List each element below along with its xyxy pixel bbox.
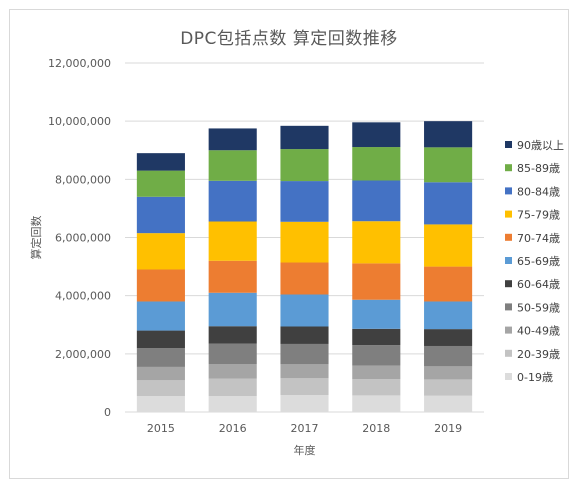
bar-segment [136,196,185,234]
y-tick-label: 12,000,000 [48,57,111,70]
bar-segment [424,345,473,367]
bar-segment [352,147,401,181]
bar-segment [352,345,401,366]
bar-segment [280,181,329,222]
bar-segment [424,182,473,225]
legend-swatch [505,349,512,357]
bar-segment [136,269,185,302]
legend-swatch [505,373,512,380]
bar-segment [352,365,401,380]
y-tick-label: 8,000,000 [55,173,111,186]
legend-swatch [505,326,512,334]
bar-segment [280,149,329,182]
legend-swatch [505,280,512,288]
bar-segment [424,395,473,412]
legend: 90歳以上 85-89歳 80-84歳 75-79歳 70-74歳 65-69歳 60-64… [505,139,564,384]
legend-label: 0-19歳 [517,371,553,384]
bar-segment [280,364,329,379]
x-tick-label: 2018 [362,422,390,435]
bar-segment [280,125,329,150]
x-axis-title: 年度 [294,443,316,457]
legend-swatch [505,233,512,241]
bar-segment [136,380,185,397]
bar-segment [424,379,473,396]
bar-segment [208,260,257,293]
legend-label: 50-59歳 [517,301,560,314]
legend-label: 75-79歳 [517,209,560,222]
x-tick-label: 2017 [291,422,319,435]
bar-segment [352,180,401,222]
bar-segment [352,122,401,148]
legend-label: 90歳以上 [517,139,564,152]
bar-segment [352,221,401,264]
bar-segment [208,180,257,222]
bar-segment [352,328,401,346]
bar-segment [136,396,185,412]
bar-segment [424,266,473,302]
bar-segment [280,378,329,396]
bar-segment [208,364,257,379]
legend-swatch [505,303,512,311]
bar-segment [208,378,257,397]
bar-segment [280,262,329,295]
x-tick-label: 2019 [434,422,462,435]
bar-segment [208,396,257,412]
bar-segment [280,294,329,327]
bar-segment [352,263,401,300]
bar-segment [208,292,257,327]
legend-swatch [505,164,512,172]
legend-swatch [505,141,512,148]
legend-swatch [505,187,512,195]
legend-label: 80-84歳 [517,185,560,198]
bar-segment [208,326,257,344]
bar-segment [352,299,401,329]
bar-segment [424,301,473,330]
bar-segment [208,150,257,181]
bar-segment [424,224,473,267]
chart-title: DPC包括点数 算定回数推移 [180,29,398,49]
bar-segment [424,121,473,148]
bar-segment [136,330,185,349]
bar-segment [280,326,329,344]
x-tick-label: 2016 [219,422,247,435]
y-tick-label: 6,000,000 [55,232,111,245]
bar-segment [136,301,185,331]
bar-segment [280,343,329,365]
legend-label: 40-49歳 [517,325,560,338]
legend-swatch [505,210,512,218]
legend-swatch [505,257,512,264]
bar-segment [208,221,257,261]
bar-segment [424,147,473,183]
bar-segment [136,233,185,270]
y-axis-title: 算定回数 [29,216,43,260]
bars [136,121,473,412]
legend-label: 85-89歳 [517,162,560,175]
x-tick-label: 2015 [147,422,175,435]
bar-segment [352,395,401,412]
legend-label: 20-39歳 [517,348,560,361]
bar-segment [424,329,473,346]
x-axis-ticks: 2015 2016 2017 2018 2019 [147,422,462,435]
y-tick-label: 0 [104,406,111,419]
y-tick-label: 10,000,000 [48,115,111,128]
y-tick-label: 4,000,000 [55,290,111,303]
bar-segment [136,170,185,197]
legend-label: 65-69歳 [517,255,560,268]
bar-segment [208,128,257,151]
legend-label: 70-74歳 [517,232,560,245]
bar-segment [352,379,401,396]
y-tick-label: 2,000,000 [55,348,111,361]
bar-segment [280,395,329,412]
bar-segment [424,366,473,380]
bar-segment [136,153,185,171]
legend-label: 60-64歳 [517,278,560,291]
bar-segment [136,366,185,381]
bar-segment [280,221,329,263]
bar-segment [136,348,185,367]
y-axis-ticks: 0 2,000,000 4,000,000 6,000,000 8,000,000 10,… [48,57,111,419]
bar-segment [208,343,257,365]
